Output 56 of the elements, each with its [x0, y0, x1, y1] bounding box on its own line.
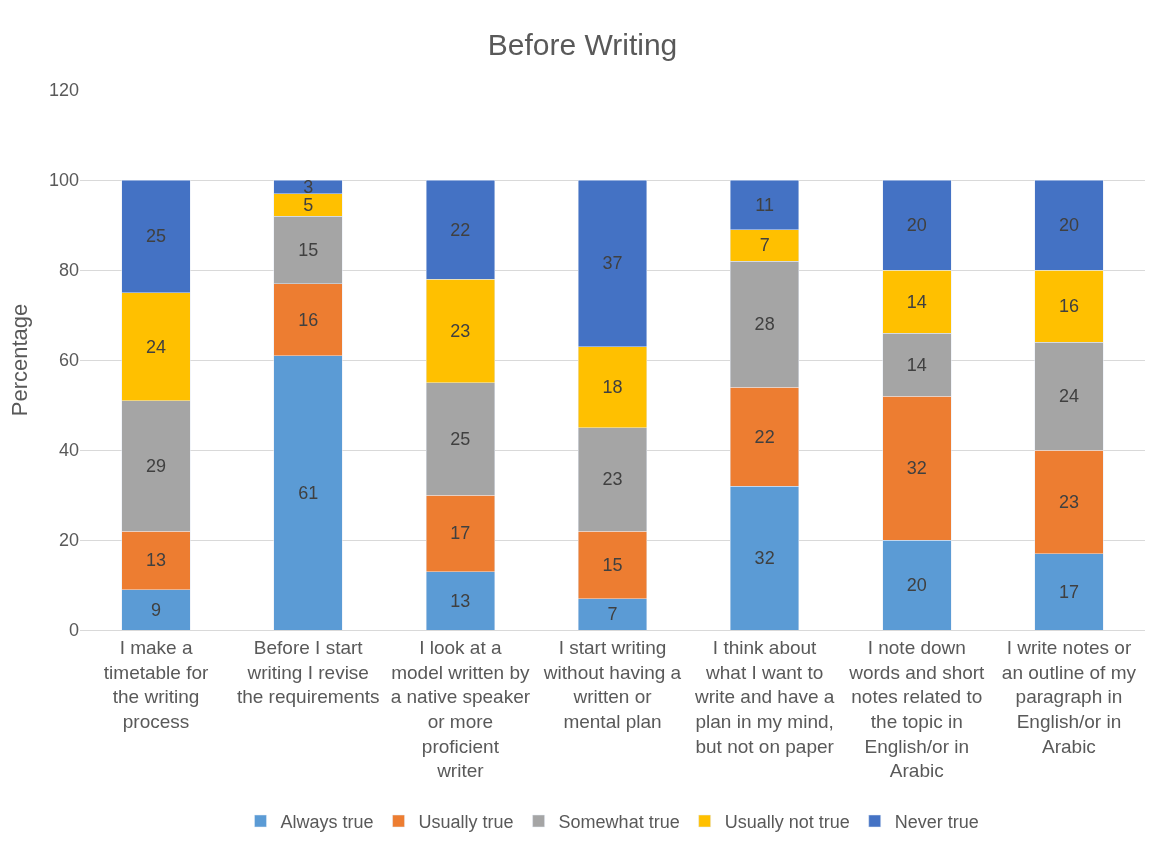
- data-label: 23: [1058, 491, 1079, 512]
- data-label: 29: [146, 455, 167, 476]
- data-label: 24: [146, 336, 167, 357]
- data-label: 25: [450, 428, 471, 449]
- data-label: 23: [450, 320, 471, 341]
- data-label: 7: [607, 604, 618, 625]
- data-label: 28: [754, 314, 775, 334]
- data-label: 20: [906, 575, 927, 595]
- legend-label: Usually not true: [724, 812, 850, 833]
- data-label: 22: [450, 219, 471, 240]
- y-tick-label: 20: [58, 530, 79, 551]
- data-label: 7: [759, 235, 770, 256]
- data-label: 22: [754, 426, 775, 447]
- x-tick-label: I note down words and short notes related to the topic in English/or in Arabic: [848, 636, 986, 782]
- data-label: 20: [906, 215, 927, 235]
- y-tick-label: 100: [48, 170, 79, 191]
- data-label: 25: [146, 226, 167, 247]
- data-label: 37: [602, 253, 623, 274]
- data-label: 32: [754, 548, 775, 568]
- legend-label: Usually true: [418, 812, 514, 833]
- legend-label: Always true: [280, 812, 374, 833]
- data-label: 15: [602, 554, 623, 575]
- data-label: 13: [450, 590, 471, 611]
- x-tick-label: I make a timetable for the writing process: [103, 636, 210, 732]
- data-label: 16: [298, 309, 319, 330]
- data-label: 17: [1058, 581, 1079, 602]
- data-label: 14: [906, 354, 927, 375]
- data-label: 23: [602, 469, 623, 490]
- y-tick-label: 0: [68, 620, 79, 641]
- legend-label: Never true: [894, 812, 979, 833]
- legend-label: Somewhat true: [558, 812, 680, 833]
- x-tick-label: I write notes or an outline of my paragraph in English/or in Arabic: [1001, 636, 1137, 757]
- data-label: 17: [450, 523, 471, 544]
- data-label: 15: [298, 239, 319, 260]
- data-label: 24: [1058, 386, 1079, 406]
- data-label: 32: [906, 458, 927, 478]
- data-label: 16: [1058, 296, 1079, 316]
- data-label: 9: [151, 599, 162, 620]
- y-tick-label: 40: [58, 440, 79, 461]
- x-tick-label: I start writing without having a written or mental plan: [542, 636, 682, 732]
- data-label: 5: [303, 194, 314, 215]
- data-label: 13: [146, 550, 167, 571]
- y-tick-label: 60: [58, 350, 79, 371]
- x-tick-label: I look at a model written by a native speaker or more proficient writer: [390, 636, 531, 782]
- x-tick-label: I think about what I want to write and have a plan in my mind, but not on paper: [693, 636, 835, 757]
- data-label: 61: [298, 482, 319, 503]
- chart-title: Before Writing: [487, 28, 678, 62]
- x-tick-label: Before I start writing I revise the requirements: [236, 636, 380, 708]
- data-label: 20: [1058, 215, 1079, 235]
- y-axis-title: Percentage: [6, 303, 32, 417]
- data-label: 11: [755, 194, 774, 215]
- data-label: 14: [906, 291, 927, 312]
- data-label: 3: [303, 176, 314, 197]
- data-label: 18: [602, 377, 623, 397]
- y-tick-label: 80: [58, 260, 79, 281]
- y-tick-label: 120: [48, 80, 79, 101]
